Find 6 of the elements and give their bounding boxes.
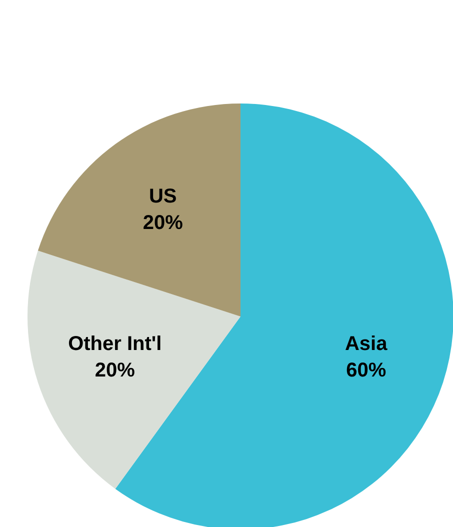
data-label: 20% [142,212,184,234]
slice-label: Asia [344,333,388,356]
data-label: 20% [94,360,136,382]
slice-label: US [148,185,177,208]
data-label: 60% [346,360,386,382]
slice-label: Other Int'l [68,333,162,356]
